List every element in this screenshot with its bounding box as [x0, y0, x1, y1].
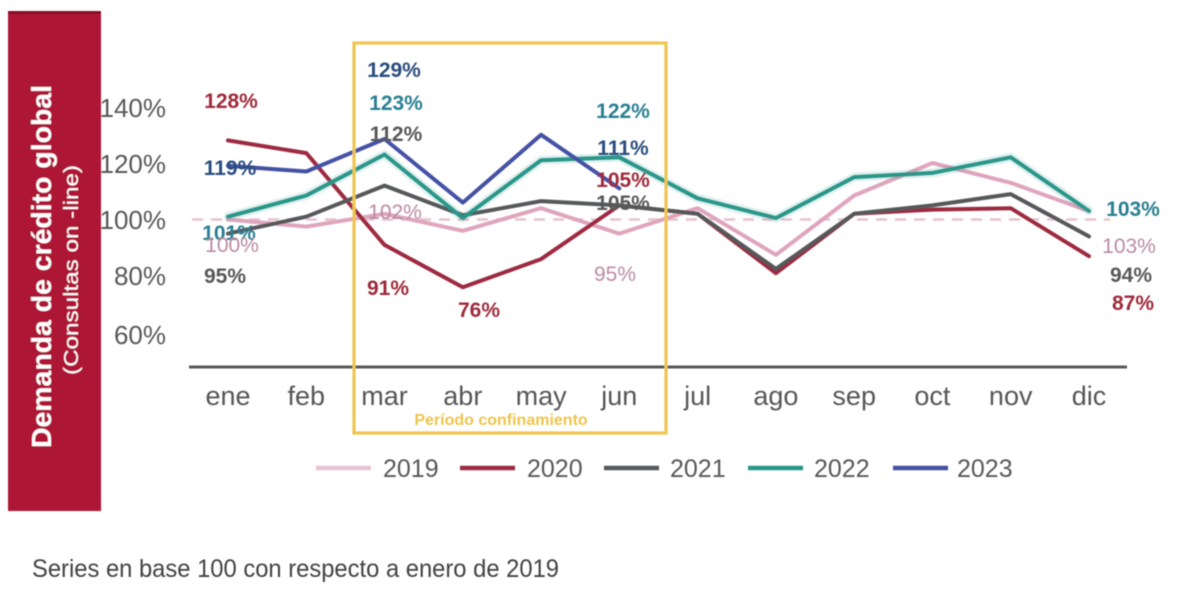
svg-text:60%: 60%: [114, 320, 166, 350]
svg-text:mar: mar: [361, 381, 408, 411]
svg-text:111%: 111%: [597, 137, 649, 160]
svg-text:2019: 2019: [383, 455, 439, 483]
svg-text:2023: 2023: [957, 455, 1013, 483]
svg-text:95%: 95%: [594, 263, 636, 286]
svg-text:94%: 94%: [1110, 264, 1152, 287]
svg-text:103%: 103%: [1102, 235, 1156, 258]
svg-text:122%: 122%: [596, 100, 650, 123]
svg-text:128%: 128%: [204, 90, 258, 113]
svg-text:76%: 76%: [458, 299, 500, 322]
svg-text:140%: 140%: [100, 93, 167, 123]
svg-text:2021: 2021: [670, 455, 726, 483]
svg-text:Demanda de crédito global: Demanda de crédito global: [26, 85, 57, 448]
svg-text:105%: 105%: [596, 169, 650, 192]
svg-text:91%: 91%: [367, 277, 409, 300]
svg-text:119%: 119%: [204, 157, 257, 180]
svg-text:jul: jul: [683, 381, 711, 411]
svg-text:80%: 80%: [114, 261, 166, 291]
svg-text:123%: 123%: [369, 92, 423, 115]
svg-text:dic: dic: [1072, 381, 1107, 411]
svg-text:sep: sep: [832, 381, 876, 411]
svg-text:95%: 95%: [204, 265, 246, 288]
svg-text:101%: 101%: [202, 222, 256, 245]
svg-text:103%: 103%: [1106, 198, 1160, 221]
svg-text:100%: 100%: [205, 234, 259, 257]
svg-text:2020: 2020: [527, 455, 583, 483]
svg-text:(Consultas on -line): (Consultas on -line): [61, 165, 83, 375]
svg-text:2022: 2022: [814, 455, 870, 483]
svg-text:112%: 112%: [370, 123, 423, 146]
svg-text:Series en base 100 con respect: Series en base 100 con respecto a enero …: [32, 555, 559, 583]
svg-text:nov: nov: [989, 381, 1033, 411]
svg-text:129%: 129%: [367, 59, 421, 82]
svg-text:105%: 105%: [596, 192, 650, 215]
svg-text:102%: 102%: [368, 201, 422, 224]
svg-text:ago: ago: [753, 381, 798, 411]
svg-text:abr: abr: [443, 381, 482, 411]
svg-text:may: may: [516, 381, 568, 411]
svg-text:ene: ene: [205, 381, 250, 411]
svg-text:100%: 100%: [100, 205, 167, 235]
svg-text:feb: feb: [288, 381, 326, 411]
svg-text:120%: 120%: [100, 149, 167, 179]
svg-text:oct: oct: [914, 381, 951, 411]
svg-text:jun: jun: [600, 381, 637, 411]
svg-text:Período confinamiento: Período confinamiento: [414, 412, 588, 429]
svg-text:87%: 87%: [1112, 292, 1154, 315]
